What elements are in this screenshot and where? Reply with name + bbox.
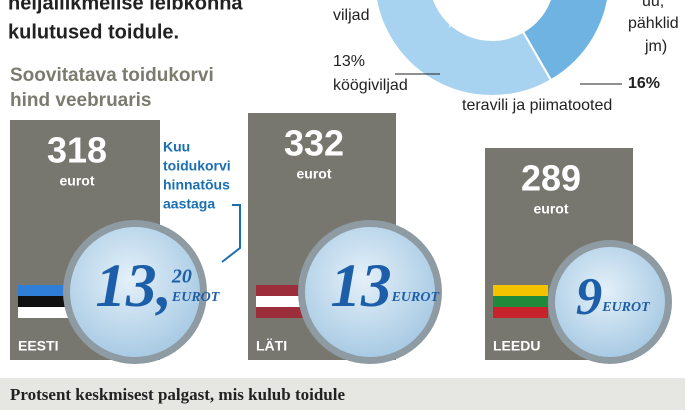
donut-label: 16% <box>628 75 660 92</box>
section-title: Soovitatava toidukorvi <box>10 65 214 86</box>
donut-segment <box>375 0 553 97</box>
flag-stripe <box>493 285 548 296</box>
footer-bar <box>0 378 685 410</box>
price-unit: eurot <box>534 201 569 217</box>
donut-center: protsent toidu- <box>442 0 533 15</box>
flag-stripe <box>256 307 311 318</box>
donut-label: viljad <box>333 7 369 24</box>
price: 318 <box>47 130 107 171</box>
flag-stripe <box>256 296 311 307</box>
coin-unit: EUROT <box>171 290 221 305</box>
donut-label: köögiviljad <box>333 77 408 94</box>
price-unit: eurot <box>297 166 332 182</box>
section-title: hind veebruaris <box>10 90 152 111</box>
country-name: EESTI <box>18 338 58 354</box>
flag-stripe <box>256 285 311 296</box>
coin-unit: EUROT <box>601 300 651 315</box>
coin-face <box>70 227 200 357</box>
flag-stripe <box>493 296 548 307</box>
donut-label: uu, <box>642 0 664 10</box>
donut-label: teravili ja piimatooted <box>462 97 612 114</box>
donut-label: jm) <box>644 38 667 55</box>
header-line: kulutused toidule. <box>8 21 179 43</box>
country-name: LÄTI <box>256 338 287 354</box>
price: 332 <box>284 123 344 164</box>
flag-stripe <box>18 296 73 307</box>
note-line: toidukorvi <box>163 158 231 174</box>
note-line: aastaga <box>163 196 215 212</box>
donut-label: 13% <box>333 53 365 70</box>
country-name: LEEDU <box>493 338 540 354</box>
coin-amount: 13 <box>330 252 391 320</box>
donut <box>375 0 609 97</box>
coin-face <box>555 247 665 357</box>
coin-unit: EUROT <box>391 290 441 305</box>
footer-title: Protsent keskmisest palgast, mis kulub t… <box>10 385 345 404</box>
note-line: Kuu <box>163 139 190 155</box>
coin-cents: 20 <box>171 266 192 288</box>
note-bracket <box>221 204 241 263</box>
coin-amount: 9 <box>576 268 602 326</box>
price-unit: eurot <box>60 173 95 189</box>
coin-face <box>305 227 435 357</box>
note-line: hinnatõus <box>163 177 230 193</box>
price: 289 <box>521 158 581 199</box>
flag-stripe <box>493 307 548 318</box>
donut-center: korvi hinnast <box>449 15 529 31</box>
flag-stripe <box>18 307 73 318</box>
coin-amount: 13, <box>95 252 171 320</box>
flag-stripe <box>18 285 73 296</box>
donut-label: pähklid <box>628 15 679 32</box>
header-line: neljaliikmelise leibkonna <box>8 0 243 14</box>
